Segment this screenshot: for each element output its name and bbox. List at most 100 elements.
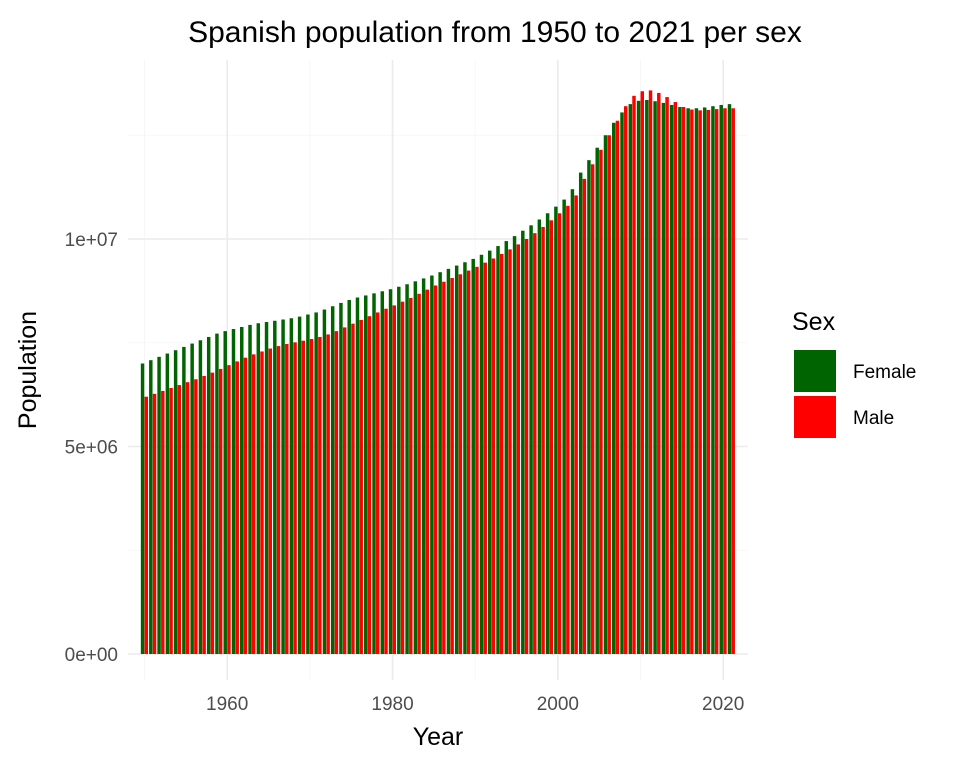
bar-male-2021 xyxy=(731,108,735,654)
bar-male-1984 xyxy=(425,289,430,654)
bar-female-2007 xyxy=(612,122,616,655)
bar-female-1958 xyxy=(206,336,211,654)
bar-female-2001 xyxy=(562,199,566,654)
bar-female-2006 xyxy=(603,135,608,654)
bar-female-1967 xyxy=(281,319,285,654)
bar-male-1958 xyxy=(210,372,215,654)
bar-female-1952 xyxy=(157,356,161,654)
bar-male-2000 xyxy=(557,213,562,654)
bar-female-1991 xyxy=(479,254,484,654)
bar-male-1972 xyxy=(326,334,330,654)
bar-male-1951 xyxy=(152,393,157,654)
bar-male-1996 xyxy=(524,239,529,654)
bar-male-1992 xyxy=(491,258,496,654)
y-axis-ticks: 0e+00 5e+06 1e+07 xyxy=(65,230,118,666)
bar-male-1975 xyxy=(351,323,355,654)
bar-male-1977 xyxy=(367,316,372,654)
bar-male-1979 xyxy=(384,308,388,654)
bar-male-2012 xyxy=(657,92,661,655)
bar-female-1998 xyxy=(537,219,542,654)
bar-male-2013 xyxy=(665,97,669,654)
bar-female-2004 xyxy=(587,160,591,654)
bar-male-2016 xyxy=(690,109,694,654)
bar-female-1989 xyxy=(463,262,467,654)
bar-male-1995 xyxy=(516,244,520,654)
bar-female-1960 xyxy=(223,331,227,654)
legend-key-male xyxy=(794,396,836,438)
bar-female-1966 xyxy=(273,320,277,654)
bar-male-1956 xyxy=(194,379,198,654)
bar-male-1978 xyxy=(376,312,380,654)
bar-female-1975 xyxy=(347,300,351,654)
bar-female-1970 xyxy=(306,314,310,654)
bar-female-1992 xyxy=(488,250,492,654)
bar-male-2002 xyxy=(574,195,578,654)
bar-male-1957 xyxy=(202,375,206,654)
bar-female-1965 xyxy=(264,322,269,654)
legend-items: Female Male xyxy=(794,350,916,438)
bar-male-1970 xyxy=(309,339,314,654)
chart-title: Spanish population from 1950 to 2021 per… xyxy=(188,16,802,49)
bar-male-2010 xyxy=(640,91,644,654)
bar-female-1951 xyxy=(149,360,153,654)
bar-female-1990 xyxy=(471,258,475,654)
bar-female-1961 xyxy=(231,329,236,654)
bar-male-1966 xyxy=(276,346,281,654)
bar-male-1962 xyxy=(243,357,248,654)
bar-male-1964 xyxy=(260,351,264,654)
bar-female-1980 xyxy=(388,289,393,654)
bar-male-1987 xyxy=(450,278,454,654)
bar-male-2006 xyxy=(607,135,611,654)
bar-male-1999 xyxy=(549,220,554,654)
bar-male-2019 xyxy=(714,109,719,655)
bar-male-1991 xyxy=(483,262,487,654)
legend-title: Sex xyxy=(792,308,836,336)
bar-female-1997 xyxy=(529,225,533,654)
bar-female-1982 xyxy=(405,284,409,654)
bar-male-1997 xyxy=(533,233,537,654)
bar-male-2018 xyxy=(706,109,711,654)
bar-male-1993 xyxy=(500,253,504,654)
bar-female-2015 xyxy=(678,107,682,654)
bar-female-1953 xyxy=(165,353,170,654)
bar-male-1971 xyxy=(318,336,322,654)
bar-male-1965 xyxy=(268,348,272,654)
bar-male-2004 xyxy=(590,164,595,655)
bar-female-1979 xyxy=(380,291,385,654)
bar-male-1950 xyxy=(144,396,148,654)
bar-female-2013 xyxy=(661,102,666,654)
bar-male-1960 xyxy=(227,365,231,654)
bar-female-2009 xyxy=(628,104,633,655)
bar-female-1985 xyxy=(430,275,434,654)
bar-female-2018 xyxy=(702,107,707,654)
bar-female-1962 xyxy=(240,326,244,654)
bar-female-2003 xyxy=(578,172,583,654)
bar-male-1998 xyxy=(541,226,545,654)
bar-female-1959 xyxy=(215,333,219,654)
bar-male-2007 xyxy=(615,120,620,655)
x-axis-title: Year xyxy=(413,723,464,751)
bar-male-1981 xyxy=(400,301,405,654)
bar-male-1973 xyxy=(334,331,339,654)
legend-key-female xyxy=(794,350,836,392)
bar-male-1959 xyxy=(218,368,223,654)
bar-male-1974 xyxy=(342,327,347,654)
bar-female-1954 xyxy=(173,350,178,654)
bar-female-1972 xyxy=(322,309,327,654)
bar-male-1985 xyxy=(433,285,438,654)
bar-male-1969 xyxy=(301,340,306,654)
bar-female-2002 xyxy=(570,189,575,654)
bar-male-2011 xyxy=(648,90,653,655)
bar-female-1984 xyxy=(421,278,426,654)
bar-female-1968 xyxy=(289,318,294,654)
bar-female-1950 xyxy=(140,363,145,654)
bar-male-1955 xyxy=(185,382,190,654)
legend-label-male: Male xyxy=(853,408,894,429)
bar-male-1982 xyxy=(409,297,413,654)
bar-female-1971 xyxy=(314,312,318,654)
bar-female-1963 xyxy=(248,324,252,654)
bar-female-2011 xyxy=(645,99,649,655)
bar-female-2010 xyxy=(636,100,641,654)
bar-male-1976 xyxy=(359,319,363,654)
bar-male-1968 xyxy=(293,342,297,654)
